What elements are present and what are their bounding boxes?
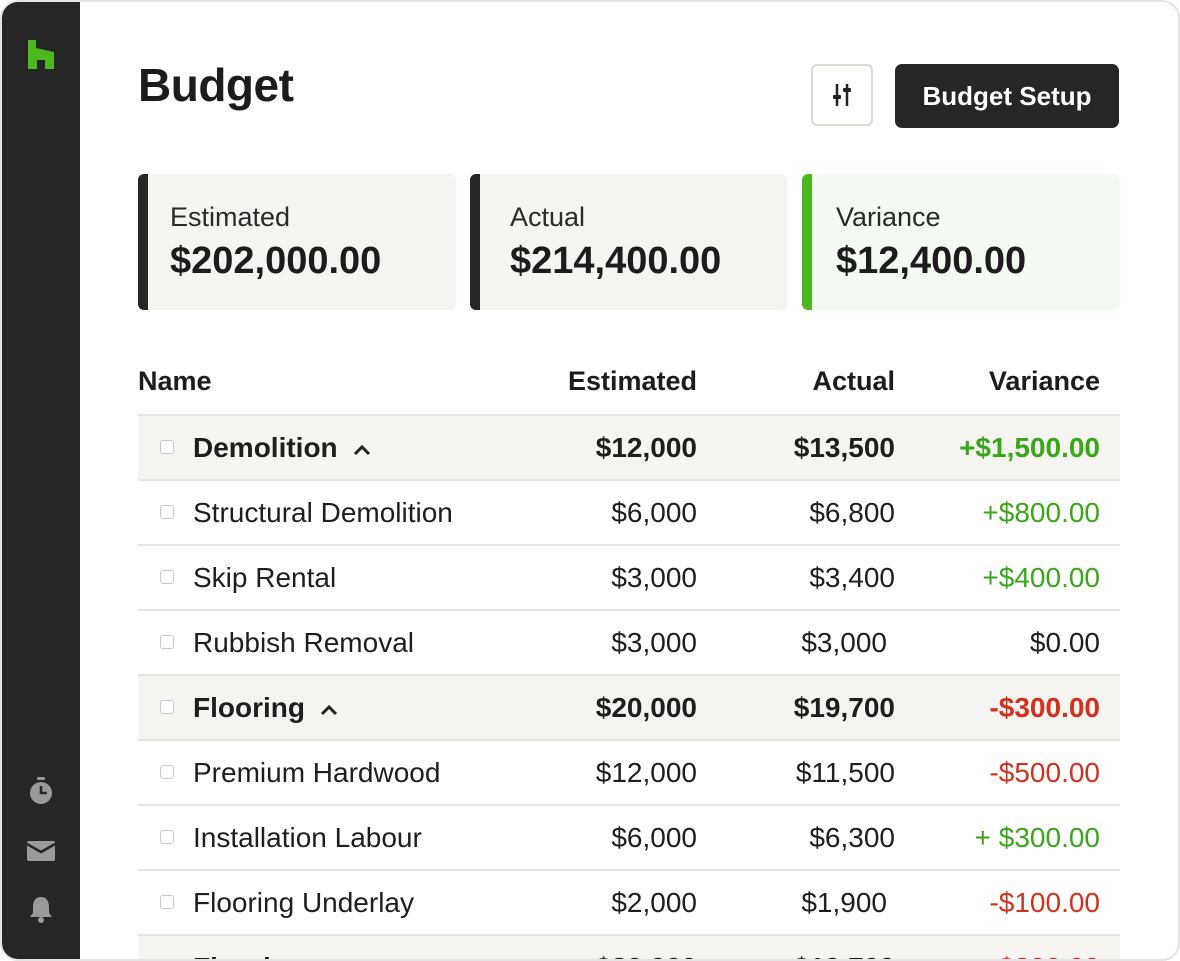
row-variance: -$100.00: [989, 887, 1100, 918]
chevron-up-icon[interactable]: [352, 443, 372, 457]
row-variance: -$300.00: [989, 692, 1100, 723]
table-row-group[interactable]: Flooring $20,000 $19,700 -$300.00: [138, 676, 1120, 741]
table-row[interactable]: Rubbish Removal $3,000 $3,000 $0.00: [138, 611, 1120, 676]
row-checkbox[interactable]: [160, 635, 174, 649]
estimated-summary-value: $202,000.00: [170, 240, 382, 282]
actual-summary-card: Actual $214,400.00: [470, 174, 787, 310]
table-row-group[interactable]: Flooring $20,000 $19,700 -$300.00: [138, 936, 1120, 959]
budget-table: Name Estimated Actual Variance Demolitio…: [138, 352, 1120, 959]
row-checkbox[interactable]: [160, 440, 174, 454]
row-name: Flooring Underlay: [193, 887, 414, 918]
filter-button[interactable]: [811, 64, 873, 126]
header-actual[interactable]: Actual: [812, 366, 895, 396]
row-estimated: $3,000: [611, 627, 697, 658]
sidebar: [2, 2, 80, 959]
table-row-group[interactable]: Demolition $12,000 $13,500 +$1,500.00: [138, 416, 1120, 481]
main-content: Budget Budget Setup Estimated $202,000.0…: [80, 2, 1178, 959]
row-variance: -$500.00: [989, 757, 1100, 788]
variance-summary-value: $12,400.00: [836, 240, 1027, 282]
row-estimated: $20,000: [596, 952, 697, 959]
row-checkbox[interactable]: [160, 895, 174, 909]
row-name: Installation Labour: [193, 822, 422, 853]
row-checkbox[interactable]: [160, 765, 174, 779]
houzz-logo-icon[interactable]: [26, 38, 56, 70]
table-row[interactable]: Premium Hardwood $12,000 $11,500 -$500.0…: [138, 741, 1120, 806]
chevron-up-icon[interactable]: [319, 703, 339, 717]
row-actual: $3,400: [809, 562, 895, 593]
row-estimated: $12,000: [595, 432, 697, 463]
row-variance: +$1,500.00: [959, 432, 1100, 463]
table-header: Name Estimated Actual Variance: [138, 352, 1120, 416]
row-name: Flooring: [193, 952, 305, 959]
timer-icon[interactable]: [26, 776, 56, 806]
actual-summary-label: Actual: [510, 202, 586, 232]
sliders-icon: [833, 84, 851, 106]
mail-icon[interactable]: [26, 836, 56, 866]
row-checkbox[interactable]: [160, 700, 174, 714]
bell-icon[interactable]: [26, 894, 56, 924]
row-checkbox[interactable]: [160, 570, 174, 584]
actual-summary-value: $214,400.00: [510, 240, 722, 282]
header-name[interactable]: Name: [138, 366, 212, 396]
row-estimated: $2,000: [611, 887, 697, 918]
row-name: Skip Rental: [193, 562, 337, 593]
budget-setup-button[interactable]: Budget Setup: [895, 64, 1119, 128]
page-title: Budget: [138, 59, 294, 111]
header-estimated[interactable]: Estimated: [567, 366, 697, 396]
row-checkbox[interactable]: [160, 830, 174, 844]
row-name: Structural Demolition: [193, 497, 453, 528]
row-actual: $19,700: [794, 952, 895, 959]
row-checkbox[interactable]: [160, 505, 174, 519]
row-actual: $6,300: [809, 822, 895, 853]
header-variance[interactable]: Variance: [988, 366, 1100, 396]
estimated-summary-card: Estimated $202,000.00: [138, 174, 456, 310]
table-row[interactable]: Skip Rental $3,000 $3,400 +$400.00: [138, 546, 1120, 611]
row-variance: +$800.00: [982, 497, 1100, 528]
row-estimated: $6,000: [611, 822, 697, 853]
row-variance: +$400.00: [982, 562, 1100, 593]
table-row[interactable]: Flooring Underlay $2,000 $1,900 -$100.00: [138, 871, 1120, 936]
row-actual: $1,900: [801, 887, 887, 918]
row-estimated: $12,000: [595, 757, 697, 788]
row-actual: $6,800: [809, 497, 895, 528]
row-name: Rubbish Removal: [193, 627, 414, 658]
row-name: Demolition: [193, 432, 338, 463]
row-variance: + $300.00: [974, 822, 1100, 853]
row-actual: $11,500: [795, 757, 895, 788]
table-row[interactable]: Structural Demolition $6,000 $6,800 +$80…: [138, 481, 1120, 546]
row-name: Flooring: [193, 692, 305, 723]
row-estimated: $6,000: [611, 497, 697, 528]
row-variance: -$300.00: [989, 952, 1100, 959]
row-actual: $19,700: [793, 692, 895, 723]
variance-summary-card: Variance $12,400.00: [802, 174, 1120, 310]
row-estimated: $20,000: [595, 692, 697, 723]
row-estimated: $3,000: [611, 562, 697, 593]
row-name: Premium Hardwood: [193, 757, 441, 788]
row-variance: $0.00: [1029, 627, 1100, 658]
estimated-summary-label: Estimated: [170, 202, 291, 232]
table-row[interactable]: Installation Labour $6,000 $6,300 + $300…: [138, 806, 1120, 871]
row-actual: $13,500: [793, 432, 895, 463]
variance-summary-label: Variance: [836, 202, 941, 232]
row-actual: $3,000: [801, 627, 887, 658]
